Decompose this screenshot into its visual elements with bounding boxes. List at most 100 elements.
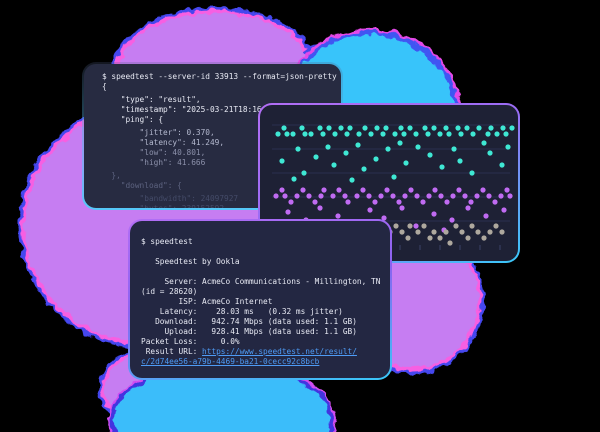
scatter-dot-gray bbox=[465, 235, 471, 241]
terminal-text: (id = 28620) bbox=[141, 287, 198, 296]
scatter-dot-teal bbox=[338, 125, 344, 131]
scatter-dot-teal bbox=[356, 131, 362, 137]
scatter-dot-teal bbox=[281, 125, 287, 131]
scatter-dot-teal bbox=[362, 125, 368, 131]
terminal-text: "ping": { bbox=[102, 115, 164, 124]
scatter-dot-teal bbox=[299, 125, 305, 131]
scatter-dot-teal bbox=[469, 170, 475, 176]
scatter-dot-purple bbox=[414, 193, 420, 199]
terminal-line: (id = 28620) bbox=[141, 287, 390, 297]
terminal-line: Latency: 28.03 ms (0.32 ms jitter) bbox=[141, 307, 390, 317]
scatter-dot-purple bbox=[468, 199, 474, 205]
terminal-text: Speedtest by Ookla bbox=[141, 257, 240, 266]
scatter-dot-gray bbox=[407, 223, 413, 229]
scatter-dot-purple bbox=[354, 193, 360, 199]
scatter-dot-teal bbox=[485, 131, 491, 137]
scatter-dot-teal bbox=[437, 131, 443, 137]
scatter-dot-gray bbox=[487, 229, 493, 235]
scatter-dot-teal bbox=[325, 144, 331, 150]
scatter-dot-purple bbox=[321, 187, 327, 193]
scatter-dot-teal bbox=[488, 125, 494, 131]
terminal-text: "timestamp": "2025-03-21T18:16:36Z", bbox=[102, 105, 290, 114]
result-url-link[interactable]: c/2d74ee56-a79b-4469-ba21-0cecc92c8bcb bbox=[141, 357, 320, 366]
terminal-line: "ping": { bbox=[102, 115, 341, 125]
scatter-dot-purple bbox=[336, 187, 342, 193]
terminal-text: $ speedtest bbox=[141, 237, 193, 246]
scatter-dot-gray bbox=[453, 223, 459, 229]
scatter-dot-purple bbox=[288, 199, 294, 205]
terminal-text: Download: 942.74 Mbps (data used: 1.1 GB… bbox=[141, 317, 357, 326]
terminal-line: Speedtest by Ookla bbox=[141, 257, 390, 267]
terminal-line: "jitter": 0.370, bbox=[102, 128, 341, 138]
scatter-dot-teal bbox=[343, 150, 349, 156]
scatter-dot-gray bbox=[427, 235, 433, 241]
terminal-text: { bbox=[102, 82, 107, 91]
scatter-dot-teal bbox=[487, 150, 493, 156]
scatter-dot-teal bbox=[446, 131, 452, 137]
terminal-text: Server: AcmeCo Communications - Millingt… bbox=[141, 277, 381, 286]
scatter-dot-teal bbox=[391, 174, 397, 180]
scatter-dot-teal bbox=[500, 125, 506, 131]
scatter-dot-purple bbox=[282, 193, 288, 199]
scatter-dot-purple bbox=[426, 193, 432, 199]
scatter-dot-teal bbox=[368, 131, 374, 137]
terminal-text bbox=[141, 267, 146, 276]
scatter-dot-purple bbox=[399, 205, 405, 211]
scatter-dot-purple bbox=[450, 193, 456, 199]
terminal-text: "download": { bbox=[102, 181, 182, 190]
scatter-dot-teal bbox=[344, 131, 350, 137]
scatter-dot-purple bbox=[402, 193, 408, 199]
scatter-dot-teal bbox=[290, 131, 296, 137]
scatter-dot-purple bbox=[486, 193, 492, 199]
scatter-dot-purple bbox=[366, 193, 372, 199]
scatter-dot-teal bbox=[457, 158, 463, 164]
terminal-text: "bandwidth": 24097927 bbox=[102, 194, 239, 203]
terminal-text: Upload: 928.41 Mbps (data used: 1.1 GB) bbox=[141, 327, 357, 336]
result-url-link[interactable]: https://www.speedtest.net/result/ bbox=[202, 347, 357, 356]
scatter-dot-teal bbox=[313, 154, 319, 160]
scatter-dot-teal bbox=[401, 131, 407, 137]
scatter-dot-purple bbox=[378, 193, 384, 199]
terminal-line: Result URL: https://www.speedtest.net/re… bbox=[141, 347, 390, 357]
terminal-line: c/2d74ee56-a79b-4469-ba21-0cecc92c8bcb bbox=[141, 357, 390, 367]
scatter-dot-gray bbox=[493, 223, 499, 229]
scatter-dot-teal bbox=[380, 131, 386, 137]
scatter-dot-teal bbox=[361, 166, 367, 172]
scatter-dot-teal bbox=[458, 131, 464, 137]
scatter-dot-teal bbox=[355, 142, 361, 148]
terminal-line: { bbox=[102, 82, 341, 92]
scatter-dot-teal bbox=[284, 131, 290, 137]
scatter-dot-purple bbox=[504, 187, 510, 193]
terminal-line: $ speedtest bbox=[141, 237, 390, 247]
scatter-dot-purple bbox=[285, 209, 291, 215]
terminal-line bbox=[141, 267, 390, 277]
scatter-dot-purple bbox=[372, 199, 378, 205]
scatter-dot-purple bbox=[367, 207, 373, 213]
scatter-dot-teal bbox=[439, 164, 445, 170]
scatter-dot-teal bbox=[481, 140, 487, 146]
terminal-line: $ speedtest --server-id 33913 --format=j… bbox=[102, 72, 341, 82]
scatter-dot-gray bbox=[447, 240, 453, 246]
scatter-dot-teal bbox=[332, 131, 338, 137]
scatter-dot-teal bbox=[397, 140, 403, 146]
scatter-dot-purple bbox=[483, 213, 489, 219]
scatter-dot-gray bbox=[443, 229, 449, 235]
scatter-dot-teal bbox=[308, 131, 314, 137]
scatter-dot-purple bbox=[420, 199, 426, 205]
result-terminal-window: $ speedtest Speedtest by Ookla Server: A… bbox=[128, 219, 392, 380]
scatter-dot-purple bbox=[413, 223, 419, 229]
scatter-dot-teal bbox=[302, 131, 308, 137]
terminal-text: "latency": 41.249, bbox=[102, 138, 225, 147]
terminal-line: "bandwidth": 24097927 bbox=[102, 194, 341, 204]
terminal-text: "type": "result", bbox=[102, 95, 201, 104]
scatter-dot-purple bbox=[462, 193, 468, 199]
scatter-dot-teal bbox=[275, 131, 281, 137]
scatter-dot-teal bbox=[301, 170, 307, 176]
scatter-dot-teal bbox=[407, 125, 413, 131]
scatter-dot-teal bbox=[499, 162, 505, 168]
scatter-dot-purple bbox=[449, 217, 455, 223]
scatter-dot-purple bbox=[492, 199, 498, 205]
scatter-dot-purple bbox=[438, 193, 444, 199]
scatter-dot-purple bbox=[474, 193, 480, 199]
terminal-line: "high": 41.666 bbox=[102, 158, 341, 168]
